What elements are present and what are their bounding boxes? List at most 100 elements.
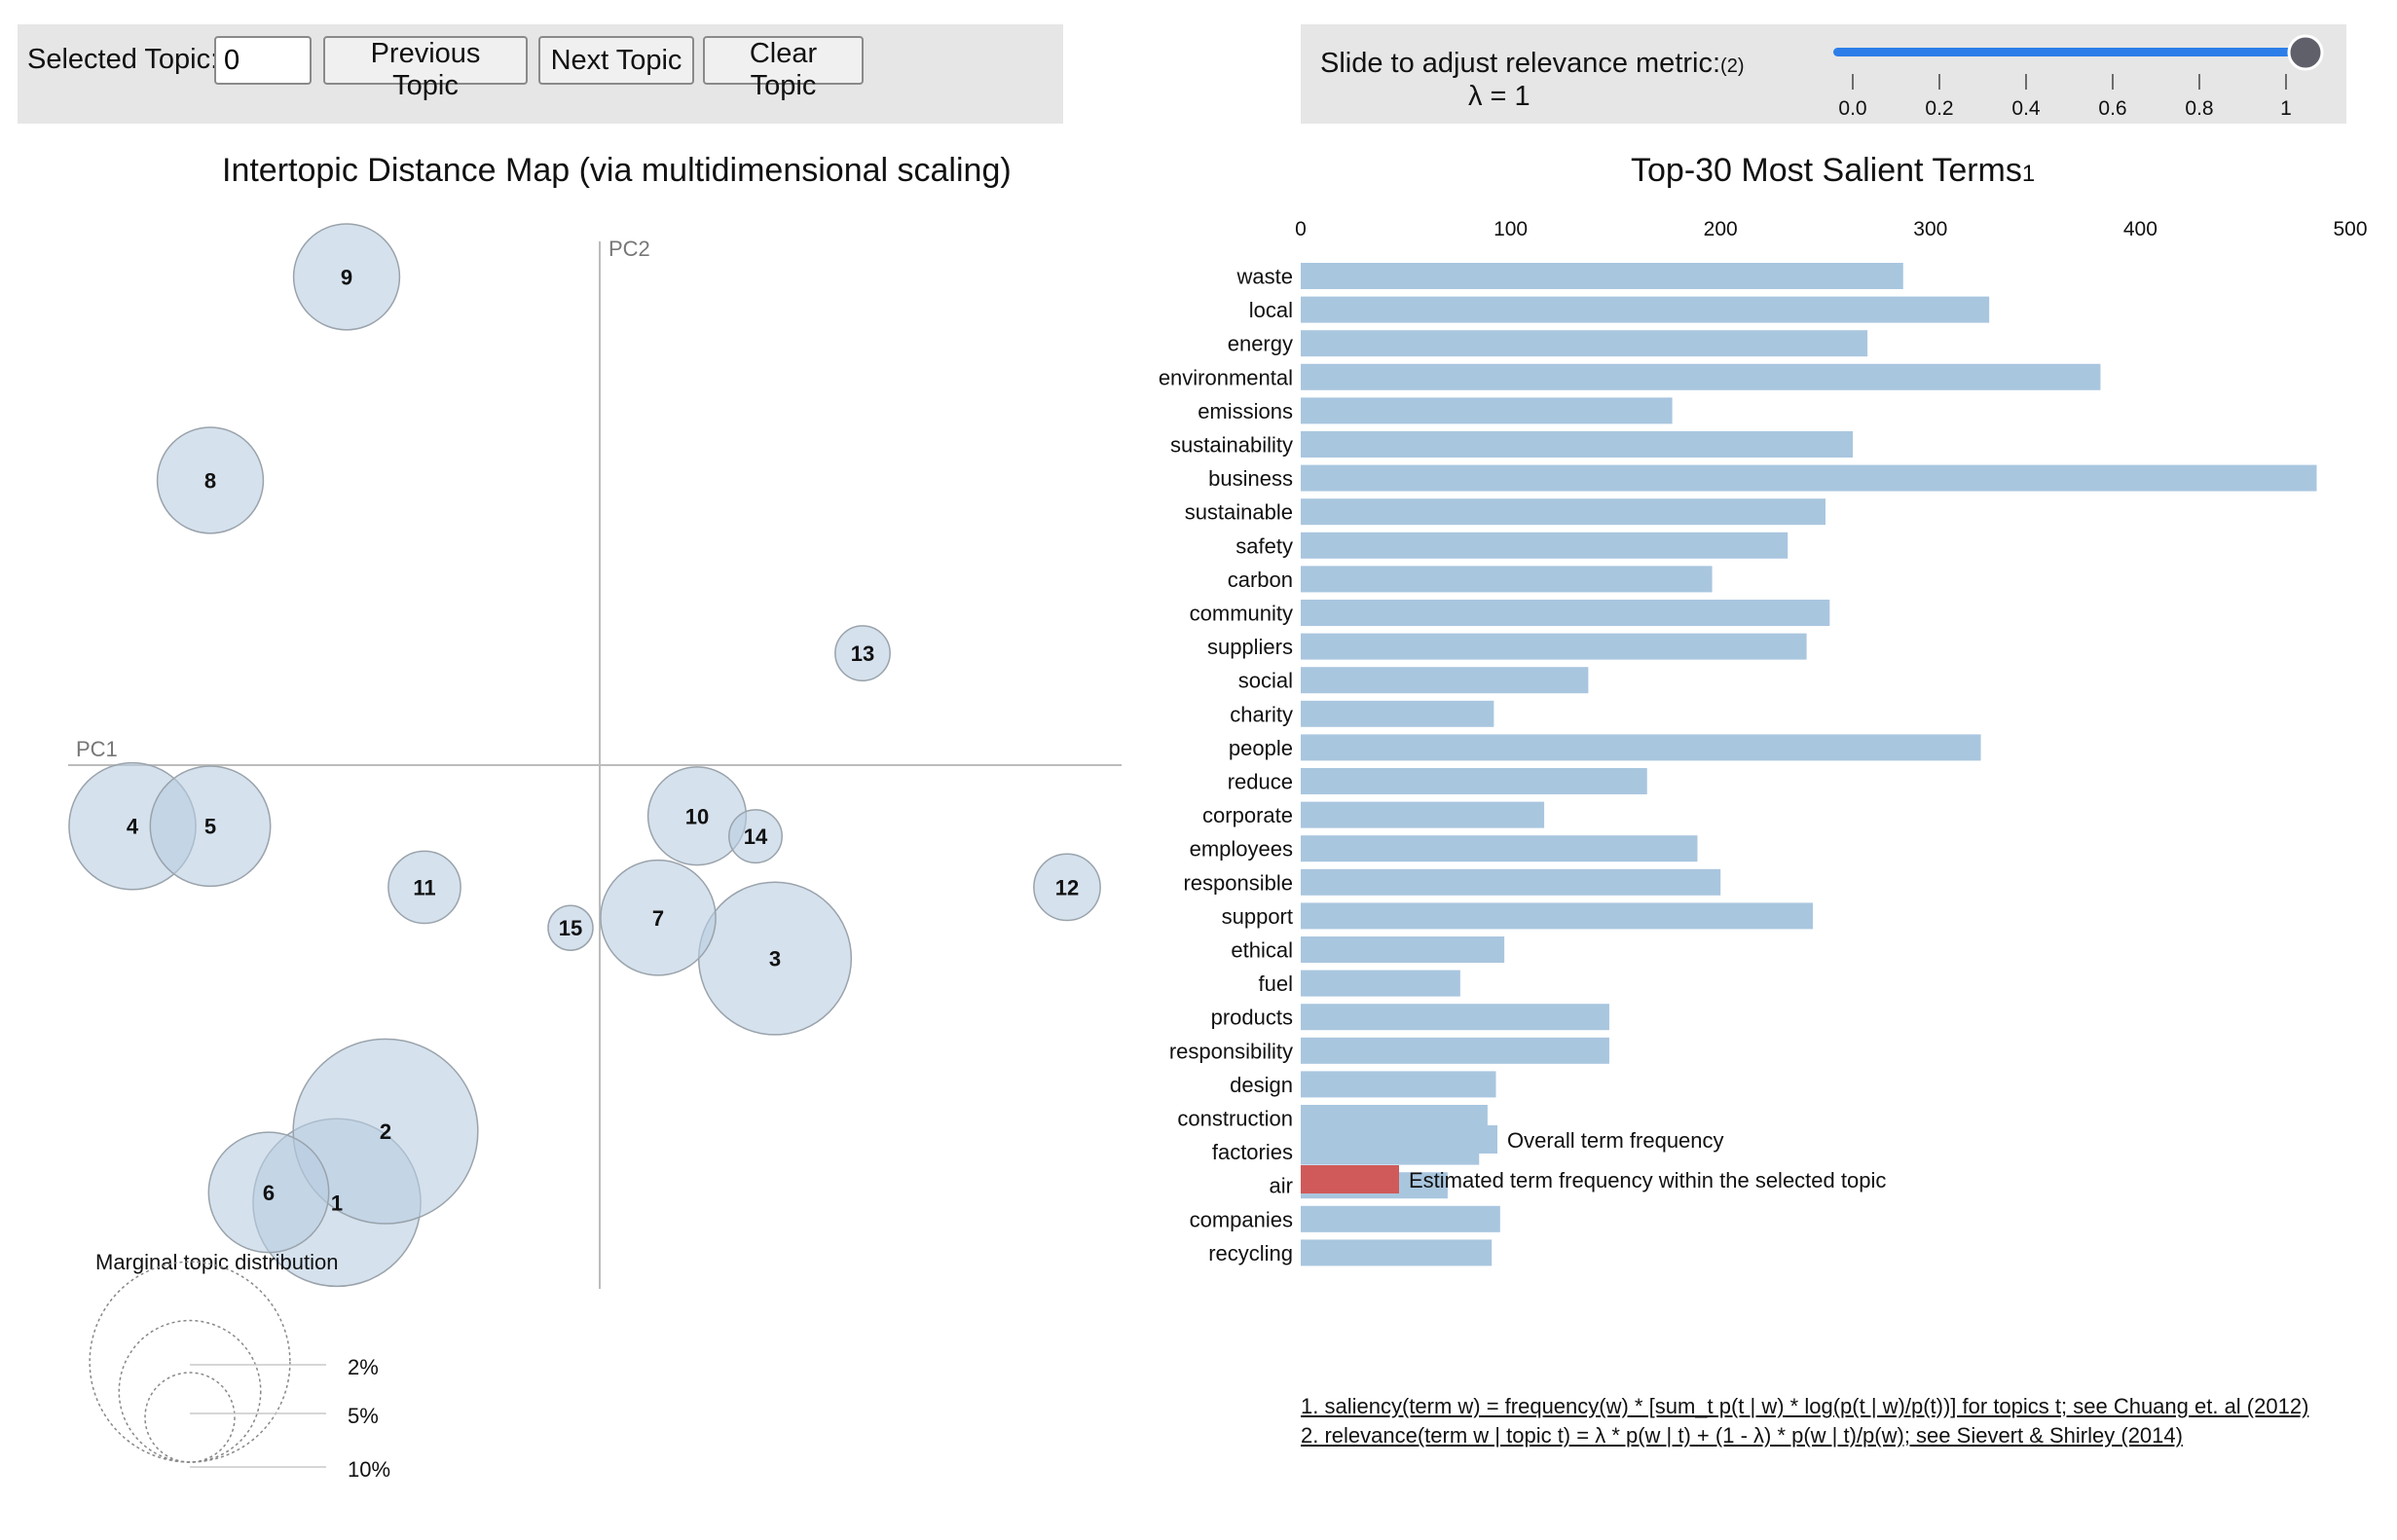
term-bar-sustainable[interactable]: [1301, 498, 1825, 526]
size-legend-circle: [118, 1319, 262, 1463]
term-bar-sustainability[interactable]: [1301, 431, 1854, 458]
term-label[interactable]: safety: [1235, 533, 1293, 558]
term-bar-safety[interactable]: [1301, 532, 1789, 559]
topic-bubble-label: 6: [263, 1181, 275, 1205]
slider-label-text: Slide to adjust relevance metric:: [1320, 48, 1721, 79]
term-label[interactable]: recycling: [1208, 1241, 1293, 1265]
term-bar-waste[interactable]: [1301, 263, 1903, 289]
term-label[interactable]: responsible: [1183, 870, 1293, 895]
legend-swatch: [1301, 1165, 1399, 1193]
term-label[interactable]: people: [1229, 736, 1293, 760]
topic-bubble-12[interactable]: [1033, 853, 1101, 922]
selected-topic-input[interactable]: [214, 36, 312, 85]
term-bar-carbon[interactable]: [1301, 566, 1713, 593]
term-label[interactable]: construction: [1177, 1107, 1293, 1131]
term-bar-suppliers[interactable]: [1301, 633, 1807, 660]
term-bar-local[interactable]: [1301, 296, 1990, 323]
saliency-footnote: 1. saliency(term w) = frequency(w) * [su…: [1301, 1394, 2309, 1418]
term-label[interactable]: responsibility: [1169, 1039, 1293, 1063]
x-tick-label: 200: [1704, 218, 1738, 240]
term-label[interactable]: suppliers: [1207, 635, 1293, 659]
term-bar-corporate[interactable]: [1301, 801, 1545, 828]
term-label[interactable]: waste: [1236, 265, 1293, 289]
term-label[interactable]: companies: [1190, 1207, 1293, 1231]
term-label[interactable]: design: [1230, 1073, 1293, 1097]
term-label[interactable]: employees: [1190, 837, 1293, 862]
term-label[interactable]: energy: [1228, 332, 1293, 356]
size-legend-circle: [144, 1372, 236, 1463]
topic-bubble-2[interactable]: [292, 1038, 479, 1225]
term-label[interactable]: support: [1222, 904, 1293, 929]
term-bar-charity[interactable]: [1301, 700, 1494, 727]
term-bar-people[interactable]: [1301, 734, 1981, 761]
slider-label-footnote: (2): [1720, 55, 1745, 77]
topic-bubble-9[interactable]: [292, 223, 401, 331]
term-label[interactable]: emissions: [1198, 399, 1293, 423]
term-bar-business[interactable]: [1301, 464, 2317, 492]
term-bar-environmental[interactable]: [1301, 363, 2101, 390]
term-label[interactable]: charity: [1230, 702, 1293, 726]
term-label[interactable]: carbon: [1228, 568, 1293, 592]
slider-label: Slide to adjust relevance metric:(2): [1320, 48, 1744, 80]
topic-bubble-label: 8: [204, 468, 216, 493]
term-bar-support[interactable]: [1301, 902, 1814, 930]
topic-bubble-11[interactable]: [387, 850, 461, 925]
relevance-slider[interactable]: 0.0 0.2 0.4 0.6 0.8 1: [1301, 24, 2346, 124]
topic-bubble-15[interactable]: [547, 904, 594, 951]
term-label[interactable]: air: [1270, 1174, 1293, 1198]
x-tick-label: 0: [1295, 218, 1307, 240]
term-bar-responsible[interactable]: [1301, 868, 1721, 896]
term-bar-employees[interactable]: [1301, 835, 1698, 862]
term-bar-responsibility[interactable]: [1301, 1037, 1609, 1064]
term-label[interactable]: reduce: [1228, 770, 1293, 794]
slider-tick-label: 0.6: [2098, 97, 2126, 120]
previous-topic-button[interactable]: Previous Topic: [323, 36, 528, 101]
term-bar-social[interactable]: [1301, 667, 1589, 694]
slider-thumb[interactable]: [2287, 34, 2324, 71]
topic-bubble-13[interactable]: [834, 625, 891, 681]
x-tick-label: 400: [2123, 218, 2157, 240]
term-label[interactable]: fuel: [1259, 972, 1293, 996]
term-bar-emissions[interactable]: [1301, 397, 1673, 424]
next-topic-button[interactable]: Next Topic: [538, 36, 694, 85]
topic-bubble-5[interactable]: [149, 765, 272, 888]
topic-bubble-label: 5: [204, 815, 216, 839]
term-label[interactable]: business: [1208, 466, 1293, 491]
term-label[interactable]: products: [1211, 1006, 1293, 1030]
slider-track[interactable]: [1833, 48, 2305, 56]
term-bar-products[interactable]: [1301, 1004, 1609, 1031]
term-label[interactable]: local: [1249, 298, 1293, 322]
term-bar-ethical[interactable]: [1301, 936, 1505, 963]
term-bar-fuel[interactable]: [1301, 970, 1460, 997]
term-bar-design[interactable]: [1301, 1071, 1496, 1098]
term-label[interactable]: environmental: [1159, 365, 1293, 389]
term-label[interactable]: factories: [1212, 1140, 1293, 1164]
topic-bubble-label: 14: [744, 825, 768, 849]
term-bar-companies[interactable]: [1301, 1205, 1500, 1232]
term-bar-recycling[interactable]: [1301, 1239, 1493, 1266]
topic-bubble-14[interactable]: [728, 809, 783, 864]
topic-bubble-7[interactable]: [600, 859, 717, 976]
term-bar-energy[interactable]: [1301, 330, 1868, 357]
term-bar-reduce[interactable]: [1301, 768, 1647, 794]
term-label[interactable]: sustainable: [1185, 500, 1293, 525]
term-label[interactable]: ethical: [1231, 938, 1293, 963]
topic-bubble-label: 4: [127, 815, 139, 839]
topic-controls-panel: Selected Topic: Previous Topic Next Topi…: [18, 24, 1063, 124]
salient-terms-title-footnote: 1: [2021, 161, 2036, 187]
slider-tick-label: 0.8: [2185, 97, 2213, 120]
clear-topic-button[interactable]: Clear Topic: [703, 36, 864, 101]
size-legend-label: 10%: [348, 1457, 390, 1482]
intertopic-map-title: Intertopic Distance Map (via multidimens…: [222, 152, 1012, 189]
term-label[interactable]: corporate: [1202, 803, 1293, 827]
topic-bubble-label: 11: [413, 875, 435, 899]
topic-bubble-6[interactable]: [207, 1131, 330, 1254]
term-label[interactable]: community: [1190, 602, 1293, 626]
size-legend-circle: [89, 1261, 291, 1463]
term-label[interactable]: social: [1238, 669, 1293, 693]
term-bar-community[interactable]: [1301, 600, 1830, 626]
term-label[interactable]: sustainability: [1170, 433, 1293, 458]
topic-bubble-label: 2: [380, 1119, 391, 1144]
topic-bubble-8[interactable]: [156, 426, 265, 534]
